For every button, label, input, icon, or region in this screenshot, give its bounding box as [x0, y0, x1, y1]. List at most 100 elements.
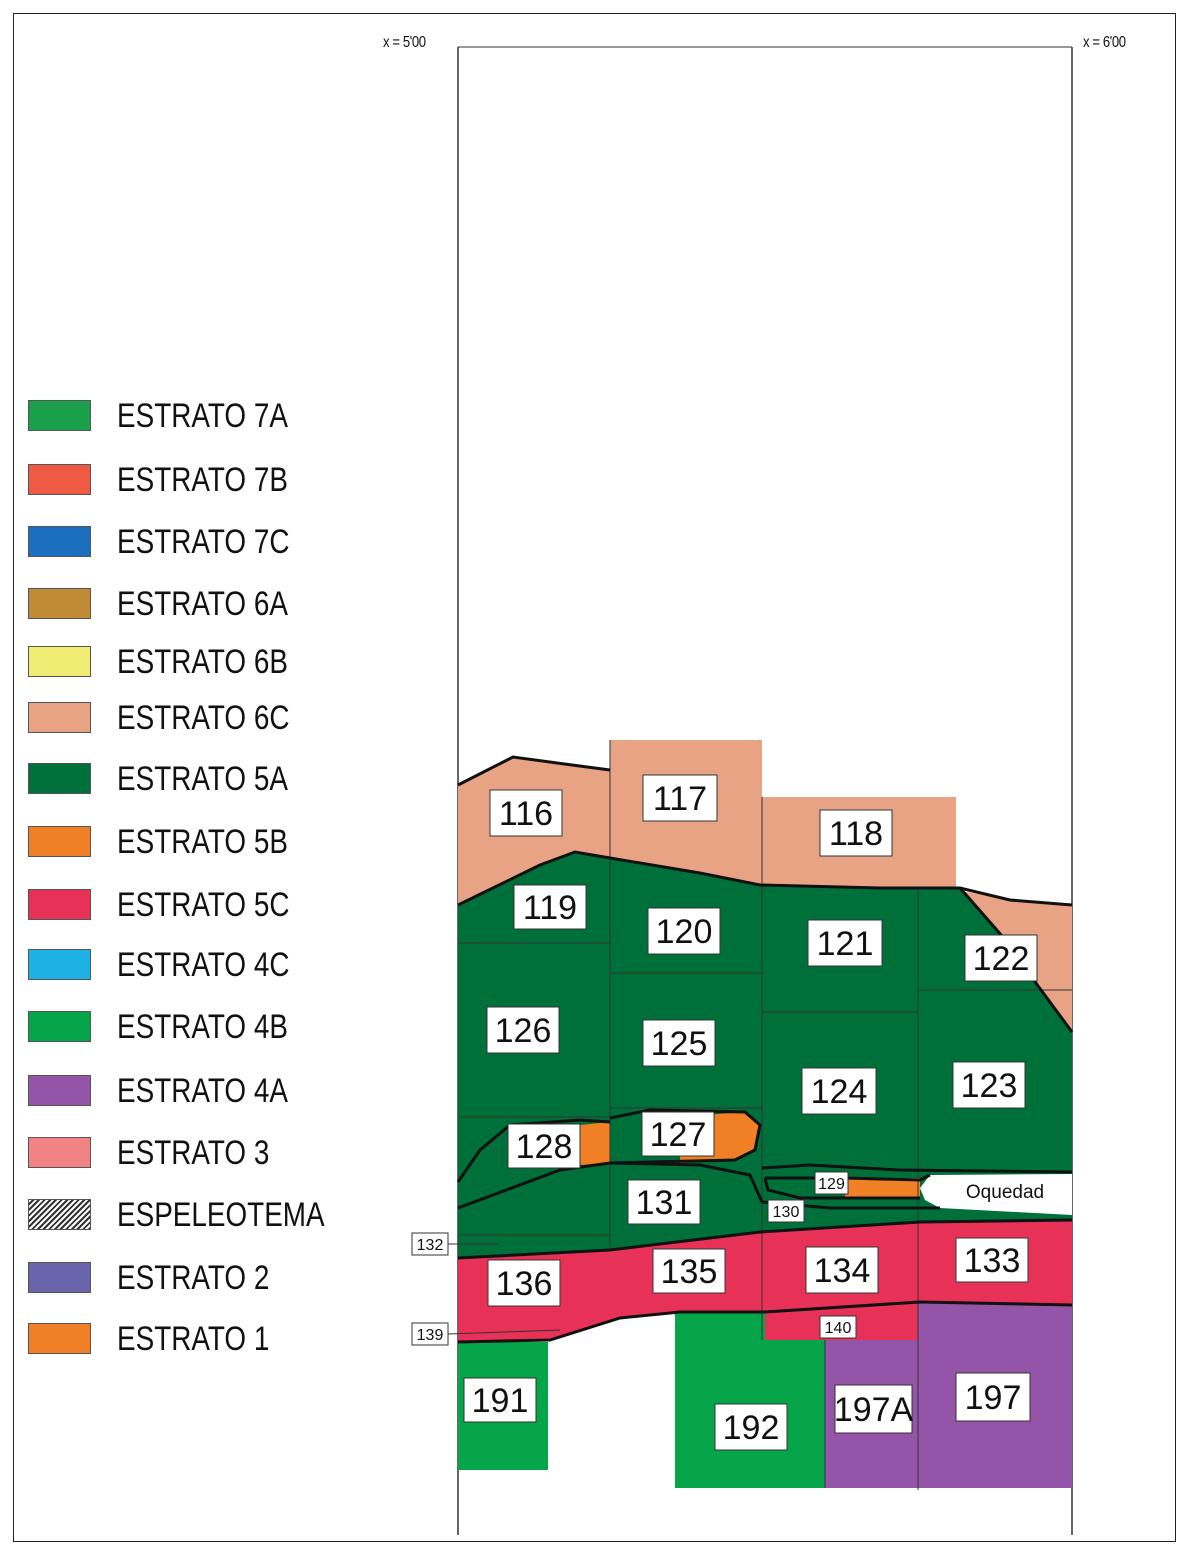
- legend-item: ESPELEOTEMA: [28, 1196, 388, 1234]
- unit-label-text: 130: [773, 1204, 800, 1221]
- legend-label: ESPELEOTEMA: [117, 1196, 325, 1234]
- unit-label-129: 129: [814, 1171, 849, 1195]
- unit-label-119: 119: [513, 884, 587, 930]
- legend-item: ESTRATO 2: [28, 1259, 388, 1297]
- unit-label-125: 125: [642, 1019, 716, 1067]
- unit-label-135: 135: [652, 1248, 726, 1294]
- legend-label: ESTRATO 7B: [117, 461, 288, 499]
- unit-label-132: 132: [411, 1232, 449, 1256]
- figure-frame: [13, 13, 1176, 1542]
- unit-label-139: 139: [411, 1322, 449, 1346]
- legend-swatch: [28, 889, 91, 920]
- unit-label-text: 129: [818, 1176, 845, 1193]
- legend-label: ESTRATO 6A: [117, 585, 288, 623]
- layer-estrato-4a: [825, 1302, 1072, 1488]
- unit-label-text: 140: [825, 1320, 852, 1337]
- legend-label: ESTRATO 1: [117, 1320, 270, 1358]
- legend-label: ESTRATO 3: [117, 1134, 270, 1172]
- legend-label: ESTRATO 4A: [117, 1072, 288, 1110]
- legend-label: ESTRATO 2: [117, 1259, 270, 1297]
- unit-label-text: 119: [523, 889, 577, 927]
- legend-label: ESTRATO 6B: [117, 643, 288, 681]
- strata-boundaries: [456, 755, 1074, 1344]
- unit-grid-lines: [458, 740, 1072, 1490]
- unit-label-126: 126: [486, 1006, 560, 1054]
- legend-swatch: [28, 464, 91, 495]
- unit-label-text: 127: [650, 1116, 707, 1154]
- legend-item: ESTRATO 7C: [28, 523, 388, 561]
- unit-label-191: 191: [463, 1377, 537, 1423]
- unit-label-text: 117: [653, 780, 707, 818]
- unit-label-text: 197A: [834, 1391, 914, 1429]
- unit-label-text: 191: [472, 1382, 529, 1420]
- legend-swatch: [28, 1199, 91, 1230]
- legend-item: ESTRATO 5C: [28, 887, 388, 923]
- unit-label-133: 133: [955, 1237, 1029, 1283]
- unit-label-136: 136: [487, 1259, 561, 1307]
- unit-label-text: 123: [961, 1067, 1018, 1105]
- legend-label: ESTRATO 5A: [117, 760, 288, 798]
- legend-swatch: [28, 826, 91, 857]
- unit-label-117: 117: [642, 774, 718, 822]
- legend-label: ESTRATO 7A: [117, 397, 288, 435]
- unit-label-text: 135: [661, 1253, 718, 1291]
- oquedad-label: Oquedad: [966, 1182, 1044, 1203]
- legend-item: ESTRATO 3: [28, 1134, 388, 1172]
- legend-item: ESTRATO 4C: [28, 946, 388, 984]
- legend-item: ESTRATO 4B: [28, 1008, 388, 1046]
- legend-label: ESTRATO 7C: [117, 523, 290, 561]
- unit-label-text: 126: [495, 1012, 552, 1050]
- legend-item: ESTRATO 5B: [28, 823, 388, 861]
- unit-label-127: 127: [641, 1111, 715, 1157]
- legend-swatch: [28, 526, 91, 557]
- legend-swatch: [28, 400, 91, 431]
- legend-swatch: [28, 1137, 91, 1168]
- unit-label-text: 131: [636, 1184, 693, 1222]
- unit-label-122: 122: [964, 934, 1038, 982]
- unit-label-text: 197: [965, 1379, 1022, 1417]
- unit-label-197: 197: [955, 1372, 1031, 1422]
- legend-item: ESTRATO 1: [28, 1320, 388, 1358]
- unit-label-130: 130: [767, 1199, 805, 1223]
- coord-left-label: x = 5'00: [383, 34, 426, 51]
- legend-swatch: [28, 588, 91, 619]
- unit-label-128: 128: [507, 1123, 581, 1169]
- legend-item: ESTRATO 5A: [28, 760, 388, 798]
- legend-label: ESTRATO 6C: [117, 699, 290, 737]
- unit-label-118: 118: [819, 809, 893, 857]
- unit-label-text: 133: [964, 1242, 1021, 1280]
- layer-estrato-6c: [458, 740, 1072, 1032]
- legend-item: ESTRATO 6C: [28, 699, 388, 737]
- unit-label-121: 121: [807, 919, 883, 967]
- unit-labels: 116 117 118 119 120 121 122 126 125 124 123 128 127 1…: [411, 774, 1044, 1451]
- unit-label-text: 121: [817, 925, 874, 963]
- legend-swatch: [28, 1323, 91, 1354]
- unit-label-text: 122: [973, 940, 1030, 978]
- legend-item: ESTRATO 4A: [28, 1072, 388, 1110]
- unit-label-131: 131: [627, 1179, 701, 1225]
- unit-label-text: 136: [496, 1265, 553, 1303]
- legend-item: ESTRATO 6A: [28, 585, 388, 623]
- unit-label-text: 124: [811, 1073, 868, 1111]
- unit-label-text: 118: [829, 815, 883, 853]
- unit-label-text: 120: [656, 913, 713, 951]
- void-oquedad: [920, 1174, 1072, 1215]
- unit-label-197a: 197A: [834, 1384, 914, 1434]
- unit-label-text: 132: [417, 1237, 444, 1254]
- unit-label-text: 125: [651, 1025, 708, 1063]
- legend-label: ESTRATO 4C: [117, 946, 290, 984]
- legend-swatch: [28, 646, 91, 677]
- legend-item: ESTRATO 6B: [28, 643, 388, 681]
- unit-label-134: 134: [805, 1246, 879, 1294]
- legend-label: ESTRATO 4B: [117, 1008, 288, 1046]
- unit-label-120: 120: [647, 907, 721, 955]
- legend-swatch: [28, 763, 91, 794]
- legend-swatch: [28, 702, 91, 733]
- unit-label-text: 116: [499, 795, 553, 833]
- coord-right-label: x = 6'00: [1083, 34, 1126, 51]
- legend-swatch: [28, 1011, 91, 1042]
- unit-label-192: 192: [714, 1403, 788, 1451]
- legend-item: ESTRATO 7B: [28, 461, 388, 499]
- legend-label: ESTRATO 5B: [117, 823, 288, 861]
